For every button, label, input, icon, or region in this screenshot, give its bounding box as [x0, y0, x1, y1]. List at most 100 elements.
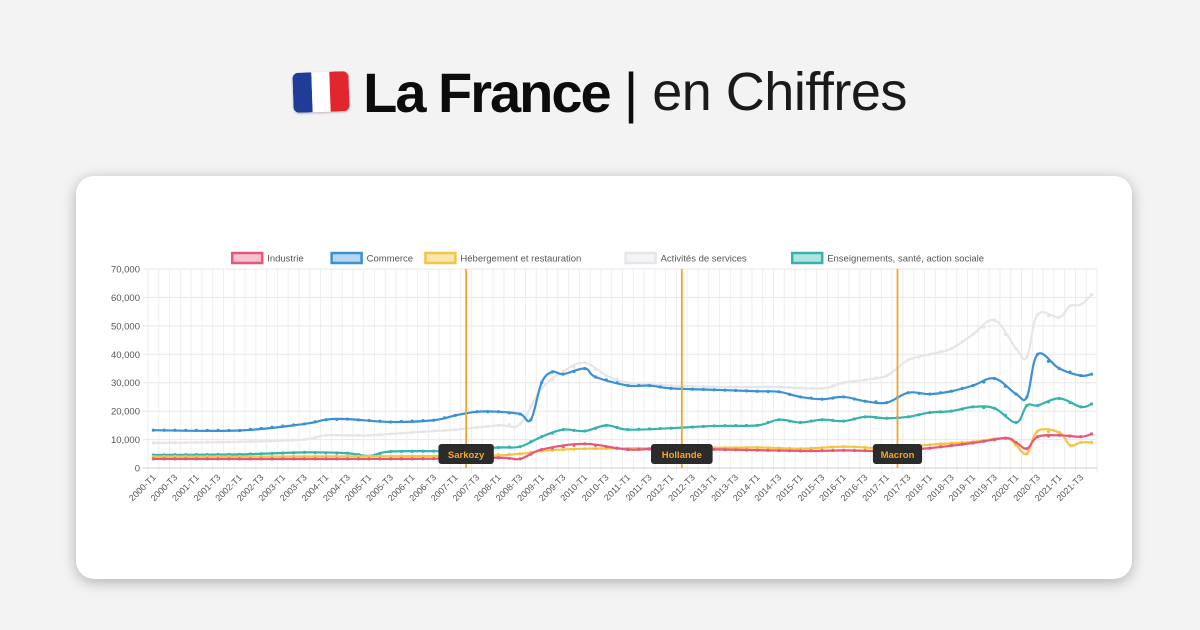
series-point-4: [755, 423, 759, 427]
series-point-1: [798, 395, 803, 399]
series-point-0: [162, 457, 166, 461]
series-point-4: [788, 419, 792, 423]
series-point-0: [1057, 433, 1061, 437]
series-point-2: [831, 445, 835, 449]
series-point-4: [917, 413, 921, 417]
series-point-0: [755, 448, 759, 452]
series-point-2: [356, 454, 360, 458]
series-point-3: [572, 365, 576, 369]
series-point-4: [259, 452, 263, 456]
series-point-0: [1014, 440, 1018, 445]
french-flag-icon: [292, 71, 350, 113]
series-point-2: [777, 446, 781, 450]
series-point-4: [572, 428, 576, 432]
series-point-3: [906, 358, 910, 362]
series-point-0: [259, 457, 263, 461]
series-point-2: [766, 446, 770, 450]
series-point-1: [690, 387, 695, 391]
series-point-4: [281, 451, 285, 455]
series-point-0: [637, 447, 641, 451]
series-point-4: [378, 452, 382, 456]
series-point-2: [302, 454, 306, 458]
series-point-3: [529, 404, 533, 408]
series-point-4: [410, 449, 414, 453]
series-point-0: [421, 457, 425, 461]
series-point-0: [540, 447, 544, 452]
series-point-0: [410, 457, 414, 461]
series-point-1: [291, 423, 296, 427]
series-point-0: [399, 457, 404, 461]
series-point-2: [345, 454, 350, 458]
series-point-2: [507, 452, 511, 456]
series-point-3: [367, 433, 371, 437]
series-point-3: [324, 433, 328, 437]
series-point-1: [162, 428, 166, 432]
series-point-1: [184, 428, 188, 432]
series-point-2: [238, 454, 242, 459]
series-point-3: [1057, 315, 1061, 319]
series-point-3: [820, 386, 824, 390]
series-point-1: [432, 418, 436, 422]
series-point-2: [583, 447, 587, 451]
series-point-3: [949, 347, 954, 351]
flag-stripe-white: [311, 71, 332, 113]
series-point-4: [1079, 405, 1083, 409]
chart-card: 0 10,000 20,000 30,000 40,000 50,000 60,000 70,…: [76, 176, 1132, 579]
series-point-3: [453, 428, 457, 432]
series-point-1: [194, 428, 199, 432]
series-point-1: [442, 416, 447, 420]
series-point-0: [626, 447, 630, 452]
series-point-3: [1003, 332, 1007, 336]
series-point-3: [1068, 304, 1072, 308]
series-point-3: [1025, 355, 1029, 359]
legend-label: Commerce: [367, 254, 413, 265]
series-point-1: [939, 391, 943, 395]
series-point-0: [960, 442, 964, 446]
series-point-3: [302, 437, 306, 442]
series-point-0: [939, 445, 943, 449]
series-point-4: [1014, 420, 1018, 425]
series-point-3: [615, 377, 619, 381]
series-point-0: [518, 457, 522, 461]
series-point-0: [734, 448, 738, 452]
series-point-4: [496, 445, 501, 450]
series-point-4: [399, 449, 404, 454]
series-point-4: [690, 425, 695, 429]
series-point-2: [820, 446, 824, 450]
series-point-2: [162, 455, 166, 459]
series-point-1: [540, 381, 544, 385]
y-tick-label: 50,000: [111, 321, 140, 332]
legend-swatch: [424, 251, 457, 265]
y-tick-label: 0: [135, 464, 140, 475]
series-point-3: [809, 386, 813, 390]
series-point-2: [593, 446, 598, 451]
series-point-2: [1090, 440, 1094, 445]
series-point-1: [615, 381, 619, 385]
series-point-0: [647, 447, 652, 451]
line-chart: 0 10,000 20,000 30,000 40,000 50,000 60,000 70,…: [111, 251, 1098, 503]
series-point-0: [852, 448, 856, 453]
series-point-1: [604, 378, 608, 382]
series-point-4: [1036, 403, 1040, 408]
series-point-0: [841, 448, 846, 452]
annotation-label: Sarkozy: [448, 450, 485, 461]
series-point-2: [248, 454, 253, 459]
series-point-1: [863, 399, 867, 403]
series-point-3: [378, 432, 382, 437]
series-point-1: [658, 385, 662, 389]
series-point-4: [960, 407, 964, 411]
series-point-3: [281, 438, 285, 442]
series-point-3: [550, 378, 555, 382]
series-point-1: [885, 401, 889, 405]
series-point-1: [841, 395, 846, 399]
series-point-4: [421, 449, 425, 453]
series-point-3: [701, 385, 705, 389]
series-point-2: [205, 454, 209, 459]
series-point-3: [162, 441, 166, 445]
series-point-4: [593, 426, 598, 430]
series-point-4: [809, 419, 813, 423]
series-point-0: [1046, 434, 1051, 438]
series-point-3: [734, 385, 738, 389]
series-point-3: [205, 440, 209, 444]
series-point-3: [690, 384, 695, 388]
